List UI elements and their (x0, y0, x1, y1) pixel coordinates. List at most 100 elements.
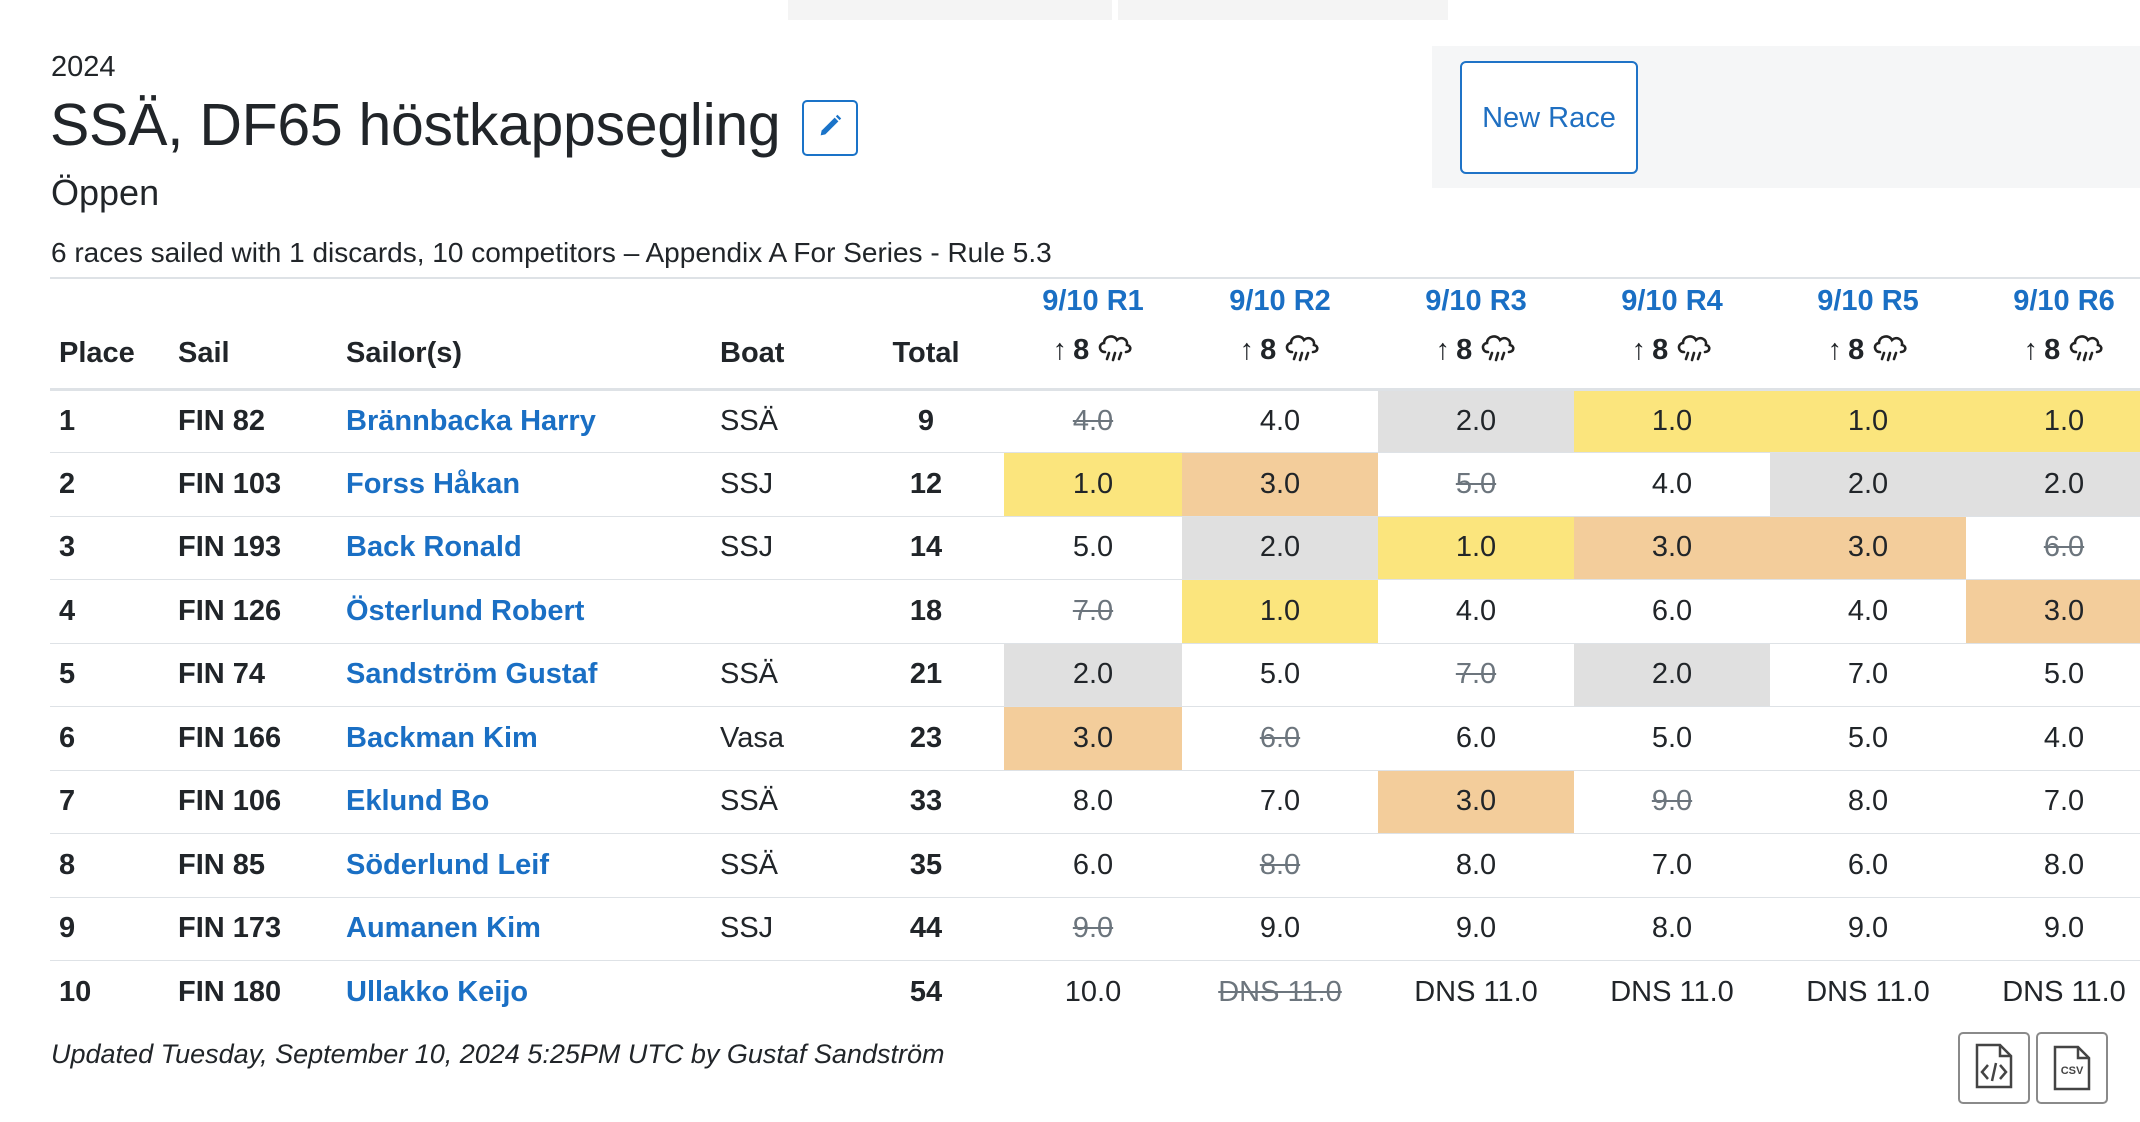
place-cell: 4 (50, 579, 178, 643)
race-result-cell: 9.0 (1966, 896, 2140, 961)
new-race-button[interactable]: New Race (1460, 61, 1638, 174)
race-result-cell: 9.0 (1004, 896, 1182, 961)
discarded-score: 7.0 (1072, 594, 1114, 627)
cloud-rain-icon (1478, 332, 1516, 370)
race-result-cell: 1.0 (1378, 515, 1574, 580)
download-csv-button[interactable]: CSV (2036, 1032, 2108, 1104)
wind-speed: 8 (1260, 334, 1277, 366)
sail-number-cell: FIN 106 (178, 769, 346, 834)
sailor-link[interactable]: Söderlund Leif (346, 833, 720, 897)
sailor-link[interactable]: Back Ronald (346, 515, 720, 580)
sailor-link[interactable]: Backman Kim (346, 706, 720, 770)
race-result-cell: 6.0 (1966, 515, 2140, 580)
race-result-cell: 1.0 (1966, 389, 2140, 453)
race-score: 8.0 (1072, 785, 1114, 818)
race-score: DNS 11.0 (1806, 976, 1930, 1008)
race-result-cell: 4.0 (1770, 579, 1966, 643)
race-result-cell: 5.0 (1966, 642, 2140, 707)
cloud-rain-icon (1674, 332, 1712, 370)
race-link[interactable]: 9/10 R6 (2013, 284, 2115, 317)
race-result-cell: 9.0 (1182, 896, 1378, 961)
race-score: 9.0 (1455, 912, 1497, 945)
race-link[interactable]: 9/10 R1 (1042, 284, 1144, 317)
table-row: 8 FIN 85 Söderlund Leif SSÄ 35 6.0 8.0 8.0 7.0 6.… (50, 833, 2140, 897)
page-title: SSÄ, DF65 höstkappsegling (50, 92, 781, 158)
race-result-cell: 2.0 (1770, 452, 1966, 516)
race-result-cell: 6.0 (1182, 706, 1378, 770)
race-score: 8.0 (1847, 785, 1889, 818)
download-html-button[interactable] (1958, 1032, 2030, 1104)
race-result-cell: 1.0 (1182, 579, 1378, 643)
cloud-rain-icon (1870, 332, 1908, 370)
race-link[interactable]: 9/10 R2 (1229, 284, 1331, 317)
race-link[interactable]: 9/10 R4 (1621, 284, 1723, 317)
race-result-cell: 7.0 (1574, 833, 1770, 897)
race-column-header: 9/10 R6 ↑ 8 (1966, 277, 2140, 391)
total-points-cell: 35 (848, 833, 1004, 897)
race-column-header: 9/10 R5 ↑ 8 (1770, 277, 1966, 391)
race-score: 9.0 (2043, 912, 2085, 945)
total-points-cell: 23 (848, 706, 1004, 770)
race-result-cell: 4.0 (1378, 579, 1574, 643)
total-points-cell: 18 (848, 579, 1004, 643)
race-score: 4.0 (1259, 404, 1301, 437)
race-score: 1.0 (2043, 404, 2085, 437)
sail-number-cell: FIN 85 (178, 833, 346, 897)
place-cell: 7 (50, 769, 178, 834)
sailor-link[interactable]: Forss Håkan (346, 452, 720, 516)
place-cell: 8 (50, 833, 178, 897)
sail-number-cell: FIN 166 (178, 706, 346, 770)
boat-club-cell: SSÄ (720, 642, 848, 707)
sailor-link[interactable]: Aumanen Kim (346, 896, 720, 961)
race-column-header: 9/10 R2 ↑ 8 (1182, 277, 1378, 391)
place-cell: 1 (59, 404, 76, 437)
table-row: 4 FIN 126 Österlund Robert 18 7.0 1.0 4.0 6.0 4.… (50, 579, 2140, 643)
race-result-cell: 4.0 (1182, 389, 1378, 453)
race-result-cell: 2.0 (1378, 389, 1574, 453)
edit-series-button[interactable] (802, 100, 858, 156)
column-header-boat[interactable]: Boat (720, 277, 848, 391)
discarded-score: 7.0 (1455, 658, 1497, 691)
race-score: 2.0 (1651, 658, 1693, 691)
race-score: 5.0 (1651, 721, 1693, 754)
sail-number-cell: FIN 74 (178, 642, 346, 707)
sailor-link[interactable]: Brännbacka Harry (346, 404, 596, 437)
top-tab-placeholder (788, 0, 1112, 20)
sail-number-cell: FIN 103 (178, 452, 346, 516)
race-result-cell: 6.0 (1770, 833, 1966, 897)
wind-speed: 8 (2044, 334, 2061, 366)
race-result-cell: 9.0 (1574, 769, 1770, 834)
total-points-cell: 21 (848, 642, 1004, 707)
race-result-cell: 5.0 (1182, 642, 1378, 707)
race-score: DNS 11.0 (1610, 976, 1734, 1008)
race-result-cell: 5.0 (1574, 706, 1770, 770)
race-score: 1.0 (1651, 404, 1693, 437)
race-score: 9.0 (1847, 912, 1889, 945)
race-score: 10.0 (1064, 976, 1122, 1008)
column-header-sailors[interactable]: Sailor(s) (346, 277, 720, 391)
column-header-place[interactable]: Place (50, 277, 178, 391)
race-result-cell: 3.0 (1378, 769, 1574, 834)
race-column-header: 9/10 R4 ↑ 8 (1574, 277, 1770, 391)
race-link[interactable]: 9/10 R3 (1425, 284, 1527, 317)
place-cell: 5 (50, 642, 178, 707)
sailor-link[interactable]: Eklund Bo (346, 769, 720, 834)
race-score: 4.0 (1847, 594, 1889, 627)
race-result-cell: 8.0 (1182, 833, 1378, 897)
total-points-cell: 9 (917, 404, 935, 437)
race-result-cell: 7.0 (1182, 769, 1378, 834)
race-score: 7.0 (1847, 658, 1889, 691)
column-header-total[interactable]: Total (848, 277, 1004, 391)
sailor-link[interactable]: Sandström Gustaf (346, 642, 720, 707)
race-link[interactable]: 9/10 R5 (1817, 284, 1919, 317)
sail-number-cell: FIN 193 (178, 515, 346, 580)
race-result-cell: 8.0 (1004, 769, 1182, 834)
sailor-link[interactable]: Ullakko Keijo (346, 960, 720, 1024)
table-row: 3 FIN 193 Back Ronald SSJ 14 5.0 2.0 1.0 3.0 3.0 6… (50, 515, 2140, 580)
total-points-cell: 12 (848, 452, 1004, 516)
race-score: 3.0 (1847, 531, 1889, 564)
race-score: 2.0 (1259, 531, 1301, 564)
sailor-link[interactable]: Österlund Robert (346, 579, 720, 643)
column-header-sail[interactable]: Sail (178, 277, 346, 391)
race-result-cell: 5.0 (1378, 452, 1574, 516)
